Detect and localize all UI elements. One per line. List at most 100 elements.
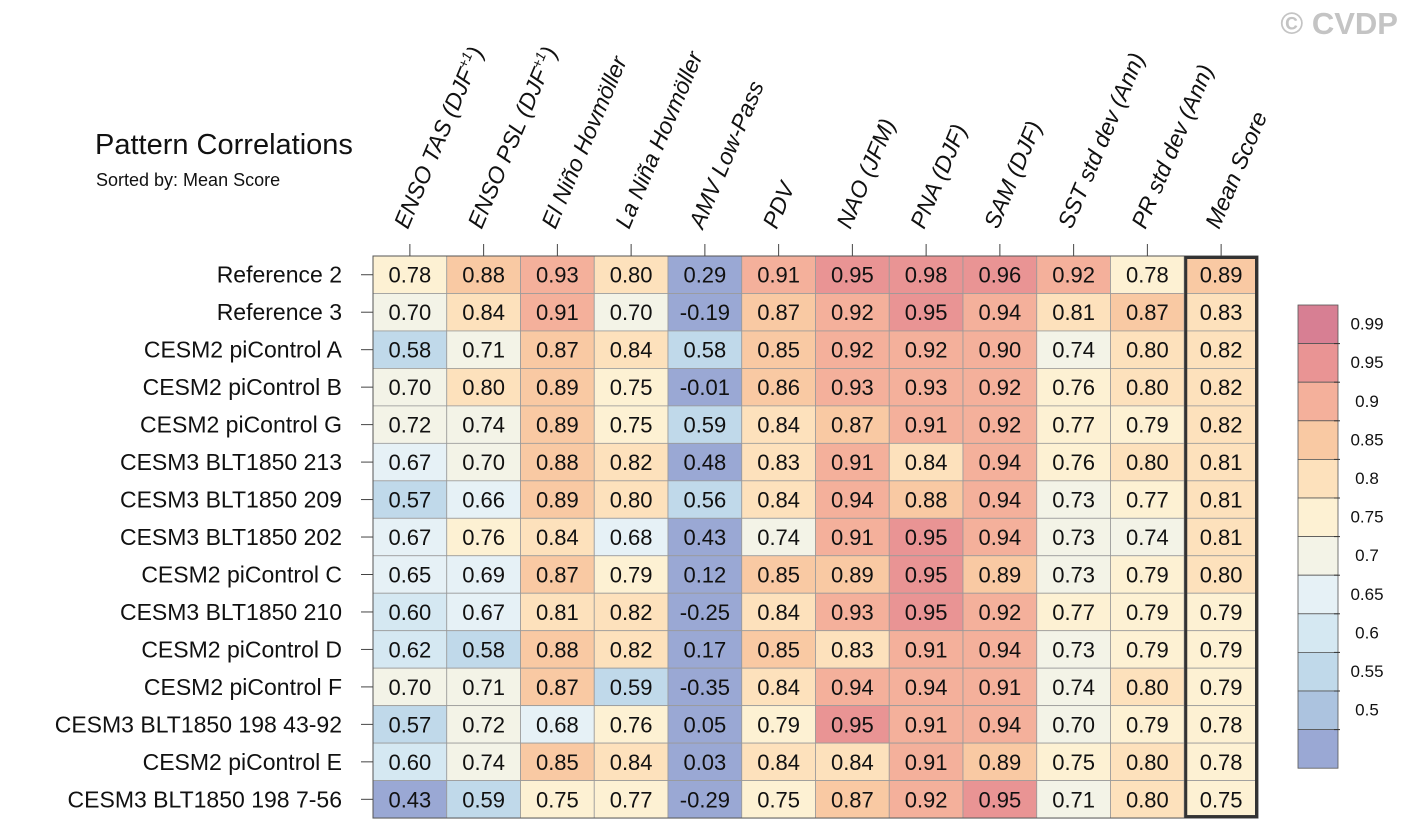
cell-value: 0.48 bbox=[683, 450, 726, 475]
heatmap-cell bbox=[1110, 517, 1185, 557]
column-label: SAM (DJF) bbox=[979, 117, 1047, 232]
cell-value: 0.95 bbox=[905, 562, 948, 587]
cell-value: 0.88 bbox=[462, 263, 505, 288]
cell-value: 0.81 bbox=[1200, 525, 1243, 550]
cell-value: 0.95 bbox=[905, 525, 948, 550]
heatmap-cell bbox=[1183, 330, 1259, 369]
colorbar-swatch bbox=[1297, 652, 1339, 692]
cell-value: 0.84 bbox=[536, 525, 579, 550]
cell-value: 0.92 bbox=[831, 338, 874, 363]
heatmap-cell bbox=[520, 368, 595, 407]
cell-value: 0.76 bbox=[610, 712, 653, 737]
cell-value: 0.89 bbox=[978, 750, 1021, 775]
heatmap-cell bbox=[1183, 255, 1259, 294]
cell-value: 0.95 bbox=[831, 712, 874, 737]
cell-value: 0.85 bbox=[757, 562, 800, 587]
column-label: NAO (JFM) bbox=[831, 115, 900, 232]
cell-value: 0.91 bbox=[905, 413, 948, 438]
heatmap-cell bbox=[593, 442, 669, 482]
heatmap-cell bbox=[593, 368, 669, 407]
cell-value: 0.58 bbox=[388, 338, 431, 363]
cell-value: 0.76 bbox=[462, 525, 505, 550]
cell-value: 0.84 bbox=[757, 600, 800, 625]
colorbar-label: 0.99 bbox=[1350, 315, 1383, 334]
cell-value: 0.80 bbox=[1126, 750, 1169, 775]
heatmap-cell bbox=[1110, 742, 1185, 781]
heatmap-cell bbox=[815, 517, 890, 557]
heatmap-cell bbox=[741, 368, 816, 407]
row-label: CESM3 BLT1850 202 bbox=[120, 524, 342, 550]
heatmap-cells: 0.78 0.88 0.93 0.80 0.29 0.91 0.95 0.98 0.96 0.92… bbox=[372, 255, 1259, 819]
heatmap-cell bbox=[667, 480, 743, 519]
cell-value: 0.74 bbox=[462, 750, 505, 775]
cell-value: 0.94 bbox=[905, 675, 948, 700]
heatmap-cell bbox=[446, 630, 521, 669]
colorbar-swatch bbox=[1297, 458, 1339, 499]
colorbar-swatch bbox=[1297, 574, 1339, 615]
cell-value: 0.84 bbox=[757, 488, 800, 513]
heatmap-cell bbox=[741, 442, 816, 482]
heatmap-cell bbox=[1183, 517, 1259, 557]
cell-value: 0.67 bbox=[388, 525, 431, 550]
heatmap-cell bbox=[1036, 480, 1111, 519]
cell-value: 0.58 bbox=[683, 338, 726, 363]
cell-value: 0.73 bbox=[1052, 637, 1095, 662]
cell-value: 0.94 bbox=[978, 637, 1021, 662]
heatmap-cell bbox=[520, 517, 595, 557]
heatmap-cell bbox=[962, 555, 1038, 594]
cell-value: 0.91 bbox=[536, 300, 579, 325]
cell-value: 0.70 bbox=[610, 300, 653, 325]
colorbar-label: 0.5 bbox=[1355, 701, 1379, 720]
column-label: PDV bbox=[757, 176, 800, 232]
heatmap-cell bbox=[667, 517, 743, 557]
cell-value: 0.80 bbox=[1200, 562, 1243, 587]
cell-value: 0.91 bbox=[905, 750, 948, 775]
colorbar-label: 0.9 bbox=[1355, 392, 1379, 411]
heatmap-cell bbox=[520, 330, 595, 369]
cell-value: 0.70 bbox=[462, 450, 505, 475]
colorbar-label: 0.6 bbox=[1355, 623, 1379, 642]
cell-value: 0.74 bbox=[1126, 525, 1169, 550]
cell-value: 0.82 bbox=[1200, 338, 1243, 363]
heatmap-cell bbox=[372, 630, 448, 669]
cell-value: 0.87 bbox=[831, 413, 874, 438]
heatmap-cell bbox=[372, 405, 448, 444]
heatmap-cell bbox=[372, 517, 448, 557]
heatmap-cell bbox=[962, 480, 1038, 519]
cell-value: 0.92 bbox=[1052, 263, 1095, 288]
heatmap-cell bbox=[1110, 555, 1185, 594]
cell-value: 0.75 bbox=[1052, 750, 1095, 775]
heatmap-cell bbox=[1110, 667, 1185, 707]
cell-value: 0.75 bbox=[536, 787, 579, 812]
cell-value: 0.84 bbox=[757, 750, 800, 775]
cell-value: 0.78 bbox=[388, 263, 431, 288]
heatmap-cell bbox=[667, 293, 743, 332]
heatmap-cell bbox=[372, 330, 448, 369]
colorbar-label: 0.7 bbox=[1355, 546, 1379, 565]
colorbar-swatch bbox=[1297, 343, 1339, 383]
cell-value: 0.94 bbox=[831, 675, 874, 700]
heatmap-cell bbox=[1183, 742, 1259, 781]
cell-value: 0.85 bbox=[757, 637, 800, 662]
cell-value: 0.75 bbox=[757, 787, 800, 812]
row-label: CESM3 BLT1850 198 43-92 bbox=[55, 711, 342, 737]
cell-value: 0.84 bbox=[905, 450, 948, 475]
heatmap-cell bbox=[962, 442, 1038, 482]
cell-value: 0.83 bbox=[831, 637, 874, 662]
cell-value: 0.79 bbox=[610, 562, 653, 587]
heatmap-cell bbox=[372, 555, 448, 594]
heatmap-cell bbox=[1036, 517, 1111, 557]
heatmap-cell bbox=[888, 405, 964, 444]
heatmap-cell bbox=[667, 405, 743, 444]
heatmap-cell bbox=[741, 293, 816, 332]
cell-value: 0.91 bbox=[978, 675, 1021, 700]
cell-value: -0.19 bbox=[680, 300, 730, 325]
cell-value: 0.92 bbox=[905, 338, 948, 363]
cell-value: 0.77 bbox=[610, 787, 653, 812]
cell-value: 0.43 bbox=[388, 787, 431, 812]
column-label: PR std dev (Ann) bbox=[1126, 61, 1218, 232]
cell-value: 0.84 bbox=[831, 750, 874, 775]
cell-value: 0.59 bbox=[462, 787, 505, 812]
cell-value: 0.95 bbox=[905, 300, 948, 325]
